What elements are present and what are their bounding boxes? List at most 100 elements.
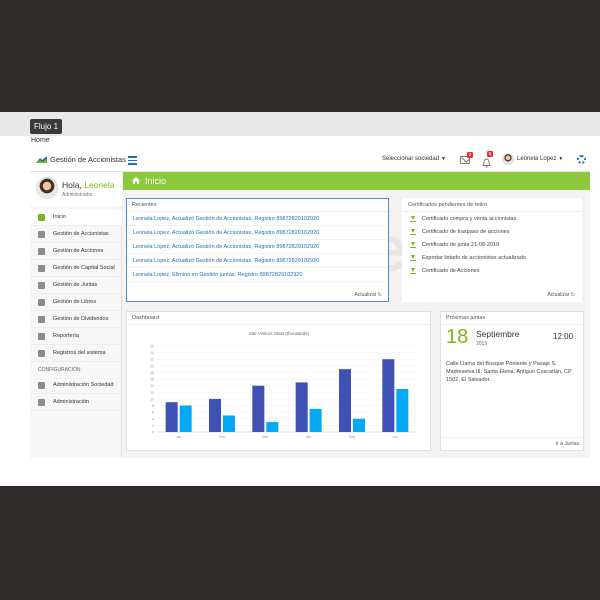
cert-label: Certificado de traspaso de acciones: [422, 228, 510, 235]
junta-address: Calle Llama del Bosque Poniente y Pasaje…: [446, 361, 572, 383]
users-icon: [38, 230, 45, 238]
chevron-down-icon: ▼: [558, 156, 564, 162]
cert-label: Certificado de junta 21-08-2019: [422, 241, 500, 248]
certificados-refresh-button[interactable]: Actualizar ↻: [547, 292, 575, 298]
bar-1-mar: [252, 385, 265, 432]
refresh-icon: ↻: [570, 292, 575, 298]
sidebar-item-dividendos[interactable]: Gestión de Dividendos: [30, 311, 122, 328]
chart-title: Site Visitors Stats (thousands): [249, 331, 310, 336]
sidebar-item-label: Gestión de Acciones: [53, 248, 104, 254]
cert-label: Certificado compra y venta accionistas.: [422, 215, 518, 222]
dashboard-title: Dashboard: [127, 312, 430, 325]
sidebar-item-capital-social[interactable]: Gestión de Capital Social: [30, 260, 122, 277]
sidebar: Hola, Leonela Administrador Inicio Gesti…: [30, 172, 122, 458]
sociedad-select-label: Seleccionar sociedad: [382, 156, 440, 162]
recent-item[interactable]: Leonela Lopez, Actualizó Gestión de Acci…: [127, 254, 388, 268]
junta-time: 12:00: [553, 332, 574, 341]
home-icon: [38, 213, 45, 221]
y-tick-label: 16: [150, 378, 154, 382]
y-tick-label: 2: [152, 424, 154, 428]
avatar: [502, 153, 514, 165]
profile-name: Leonela: [84, 180, 115, 190]
cert-label: Exportar listado de accionistas actualiz…: [422, 254, 526, 261]
book-icon: [38, 298, 45, 306]
sidebar-item-label: Registros del sistema: [53, 350, 106, 356]
brand[interactable]: Gestión de Accionistas: [36, 155, 126, 164]
dividend-icon: [38, 315, 45, 323]
download-icon: [410, 215, 416, 222]
sidebar-item-juntas[interactable]: Gestión de Juntas: [30, 277, 122, 294]
sidebar-item-inicio[interactable]: Inicio: [30, 209, 122, 226]
sidebar-menu: Inicio Gestión de Accionistas Gestión de…: [30, 209, 122, 411]
sidebar-item-libros[interactable]: Gestión de Libros: [30, 294, 122, 311]
junta-year: 2019: [476, 341, 488, 347]
recientes-refresh-button[interactable]: Actualizar ↻: [354, 292, 382, 298]
cert-label: Certificado de Acciones: [422, 267, 480, 274]
bar-1-jan: [165, 402, 178, 432]
mail-icon[interactable]: 2: [460, 152, 473, 164]
bar-2-apr: [309, 408, 322, 432]
home-breadcrumb[interactable]: Home: [31, 137, 50, 144]
sociedad-select[interactable]: Seleccionar sociedad ▼: [382, 156, 446, 162]
sidebar-item-label: Gestión de Capital Social: [53, 265, 115, 271]
refresh-label: Actualizar: [547, 292, 570, 298]
cert-item[interactable]: Certificado de junta 21-08-2019: [403, 238, 581, 251]
x-tick-label: Feb: [219, 435, 225, 439]
dashboard-panel: Dashboard Site Visitors Stats (thousands…: [126, 311, 431, 451]
gear-icon[interactable]: [577, 155, 586, 164]
flow-tab[interactable]: Flujo 1: [30, 119, 63, 134]
profile-role: Administrador: [62, 192, 93, 198]
cert-item[interactable]: Exportar listado de accionistas actualiz…: [403, 251, 581, 264]
bell-icon[interactable]: 5: [482, 151, 493, 168]
mail-badge: 2: [467, 152, 473, 158]
sidebar-item-label: Inicio: [53, 214, 66, 220]
recent-item[interactable]: Leonela Lopez, Actualizó Gestión de Acci…: [127, 240, 388, 254]
recent-item[interactable]: Leonela Lopez, Eliminó en Gestión juntas…: [127, 268, 388, 282]
recent-item[interactable]: Leonela Lopez, Actualizó Gestión de Acci…: [127, 212, 388, 226]
bar-chart: Site Visitors Stats (thousands)024681012…: [150, 331, 417, 439]
cert-item[interactable]: Certificado de Acciones: [403, 264, 581, 277]
sidebar-item-label: Gestión de Dividendos: [53, 316, 109, 322]
sidebar-item-reporteria[interactable]: Reportería: [30, 328, 122, 345]
recientes-panel: Recientes Leonela Lopez, Actualizó Gesti…: [126, 198, 389, 302]
sidebar-item-label: Reportería: [53, 333, 79, 339]
download-icon: [410, 228, 416, 235]
hamburger-menu-icon[interactable]: [128, 156, 137, 165]
sidebar-item-administracion[interactable]: Administración: [30, 394, 122, 411]
y-tick-label: 26: [150, 345, 154, 349]
recientes-title: Recientes: [127, 199, 388, 212]
log-icon: [38, 349, 45, 357]
admin-icon: [38, 398, 45, 406]
cert-item[interactable]: Certificado compra y venta accionistas.: [403, 212, 581, 225]
junta-day: 18: [446, 326, 469, 348]
bar-2-may: [353, 418, 365, 432]
sidebar-item-registros[interactable]: Registros del sistema: [30, 345, 122, 362]
brand-title: Gestión de Accionistas: [50, 155, 126, 164]
bell-badge: 5: [487, 151, 493, 157]
sidebar-item-label: Administración Sociedad: [53, 382, 114, 388]
y-tick-label: 10: [150, 397, 154, 401]
y-tick-label: 12: [150, 391, 154, 395]
sidebar-item-accionistas[interactable]: Gestión de Accionistas: [30, 226, 122, 243]
download-icon: [410, 254, 416, 261]
company-icon: [38, 381, 45, 389]
bar-2-mar: [266, 422, 279, 432]
juntas-panel: Próximas juntas 18 Septiembre 2019 12:00…: [440, 311, 584, 451]
ir-juntas-link[interactable]: Ir a Juntas: [555, 441, 579, 447]
certificados-title: Certificados pendientes de retiro: [403, 199, 581, 212]
sidebar-item-admin-sociedad[interactable]: Administración Sociedad: [30, 377, 122, 394]
cert-item[interactable]: Certificado de traspaso de acciones: [403, 225, 581, 238]
bar-1-may: [339, 369, 351, 432]
x-tick-label: Jan: [176, 435, 182, 439]
x-tick-label: Mar: [262, 435, 269, 439]
y-tick-label: 20: [150, 364, 154, 368]
juntas-title: Próximas juntas: [441, 312, 583, 325]
page-title: Inicio: [145, 176, 167, 186]
sidebar-item-label: Gestión de Libros: [53, 299, 97, 305]
profile-avatar: [36, 177, 58, 199]
recent-item[interactable]: Leonela Lopez, Actualizó Gestión de Acci…: [127, 226, 388, 240]
bar-1-apr: [295, 382, 308, 432]
y-tick-label: 6: [152, 411, 154, 415]
sidebar-item-acciones[interactable]: Gestión de Acciones: [30, 243, 122, 260]
user-menu[interactable]: Leonela Lopez ▼: [502, 153, 563, 165]
